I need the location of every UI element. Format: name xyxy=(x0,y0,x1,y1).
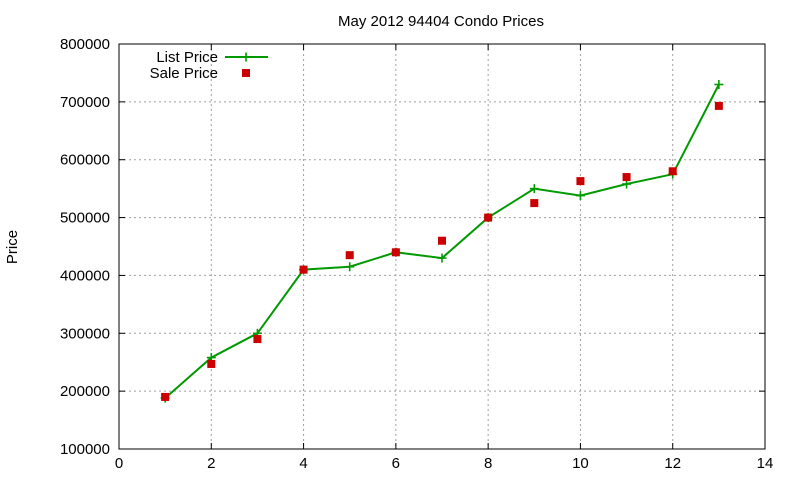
x-tick-label: 4 xyxy=(299,455,307,472)
y-tick-label: 600000 xyxy=(60,152,110,169)
y-tick-label: 200000 xyxy=(60,383,110,400)
y-tick-label: 500000 xyxy=(60,210,110,227)
y-tick-label: 700000 xyxy=(60,94,110,111)
y-axis-label: Price xyxy=(4,230,21,264)
sale-price-point xyxy=(161,392,170,401)
y-tick-label: 300000 xyxy=(60,325,110,342)
legend-label: Sale Price xyxy=(150,65,218,82)
sale-price-point xyxy=(668,167,677,176)
series xyxy=(160,80,724,403)
sale-price-point xyxy=(253,335,262,344)
sale-price-point xyxy=(484,213,493,222)
sale-price-point xyxy=(391,248,400,257)
sale-price-point xyxy=(438,236,446,245)
plot-frame xyxy=(118,43,766,450)
x-tick-label: 2 xyxy=(207,455,215,472)
x-tick-label: 8 xyxy=(484,455,492,472)
list-price-point xyxy=(529,184,539,194)
list-price-point xyxy=(714,80,724,89)
sale-price-point xyxy=(299,265,308,274)
list-price-point xyxy=(575,191,585,201)
sale-price-point xyxy=(207,359,216,368)
sale-price-point xyxy=(576,177,585,186)
x-tick-label: 12 xyxy=(664,455,681,472)
x-tick-label: 6 xyxy=(392,455,400,472)
legend-label: List Price xyxy=(156,49,218,66)
y-tick-label: 400000 xyxy=(60,267,110,284)
x-tick-label: 0 xyxy=(115,455,123,472)
chart-title: May 2012 94404 Condo Prices xyxy=(338,13,544,30)
list-price-point xyxy=(437,253,447,263)
sale-price-point xyxy=(530,199,539,208)
list-price-point xyxy=(345,262,355,272)
x-tick-label: 10 xyxy=(572,455,589,472)
sale-price-point xyxy=(714,101,723,110)
sale-price-point xyxy=(622,173,631,182)
x-tick-label: 14 xyxy=(757,455,774,472)
series-sale-price xyxy=(161,101,723,401)
y-tick-label: 800000 xyxy=(60,36,110,53)
sale-price-point xyxy=(345,251,354,260)
legend-square-marker xyxy=(242,69,250,77)
grid xyxy=(119,44,765,449)
y-tick-label: 100000 xyxy=(60,441,110,458)
legend-plus-marker xyxy=(241,52,251,62)
